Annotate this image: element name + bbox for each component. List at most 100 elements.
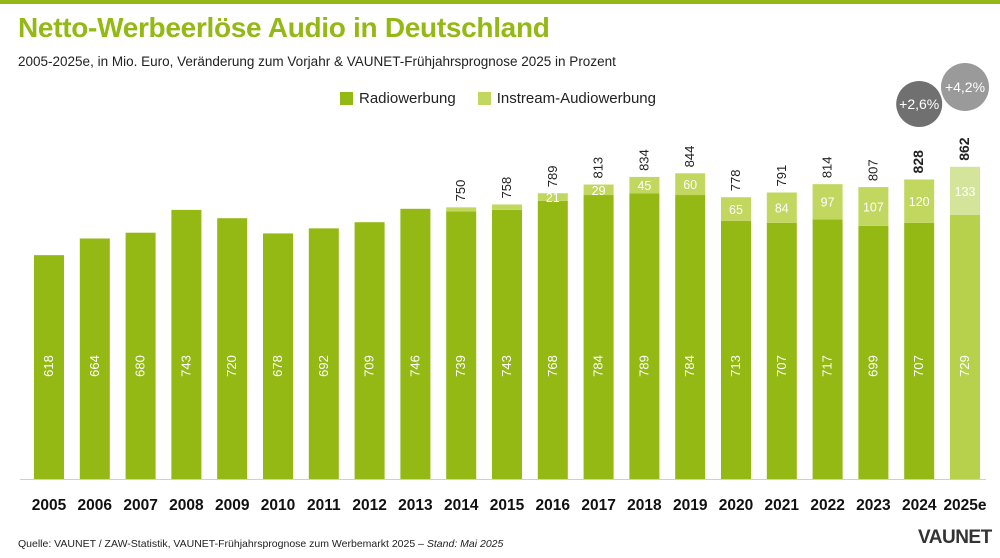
bar-instream-2021 (766, 192, 797, 223)
bar-radio-2018 (629, 193, 660, 480)
label-total-2018: 834 (636, 149, 651, 171)
label-instream-2017: 29 (592, 184, 606, 198)
bar-instream-2023 (858, 187, 889, 226)
label-instream-2021: 84 (775, 202, 789, 216)
x-tick-2013: 2013 (398, 497, 433, 514)
label-radio-2021: 707 (774, 355, 789, 377)
label-radio-2020: 713 (728, 355, 743, 377)
label-radio-2009: 720 (224, 355, 239, 377)
bar-radio-2008 (171, 209, 202, 479)
label-radio-2022: 717 (820, 355, 835, 377)
label-radio-2013: 746 (407, 355, 422, 377)
legend-label-instream: Instream-Audiowerbung (496, 90, 656, 107)
x-tick-2015: 2015 (490, 497, 525, 514)
x-tick-2020: 2020 (719, 497, 753, 514)
x-tick-2014: 2014 (444, 497, 479, 514)
label-instream-2023: 107 (863, 200, 884, 214)
bar-instream-2024 (904, 179, 935, 223)
label-total-2015: 758 (499, 177, 514, 199)
bar-radio-2005 (34, 255, 64, 479)
bar-instream-2022 (812, 184, 843, 220)
x-tick-2021: 2021 (765, 497, 800, 514)
chart-subtitle: 2005-2025e, in Mio. Euro, Veränderung zu… (18, 54, 616, 69)
x-tick-2023: 2023 (856, 497, 891, 514)
label-radio-2019: 784 (682, 355, 697, 377)
label-radio-2025e: 729 (957, 355, 972, 377)
label-total-2022: 814 (820, 156, 835, 178)
source-note: Quelle: VAUNET / ZAW-Statistik, VAUNET-F… (18, 538, 503, 550)
label-instream-2019: 60 (683, 178, 697, 192)
legend-swatch-instream (477, 92, 491, 105)
change-label-2024: +2,6% (899, 96, 939, 112)
bar-radio-2019 (675, 195, 706, 479)
label-radio-2014: 739 (453, 355, 468, 377)
bar-instream-2017 (583, 184, 614, 196)
bar-radio-2013 (400, 208, 431, 479)
x-tick-2024: 2024 (902, 497, 937, 514)
vaunet-logo: VAUNET (918, 527, 992, 549)
bar-instream-2018 (629, 176, 660, 194)
label-radio-2007: 680 (133, 355, 148, 377)
bar-radio-2010 (263, 233, 293, 479)
label-instream-2025e: 133 (955, 185, 976, 199)
bar-radio-2020 (721, 220, 751, 479)
label-total-2025e: 862 (956, 137, 972, 161)
bar-instream-2014 (446, 207, 477, 212)
x-tick-2006: 2006 (78, 497, 113, 514)
bar-instream-2016 (537, 193, 568, 201)
change-bubble-2024 (896, 81, 943, 127)
bar-radio-2024 (904, 222, 935, 479)
label-total-2016: 789 (545, 166, 560, 188)
label-instream-2020: 65 (729, 203, 743, 217)
x-tick-2022: 2022 (810, 497, 844, 514)
label-total-2021: 791 (774, 165, 789, 187)
label-total-2014: 750 (453, 180, 468, 202)
legend: Radiowerbung Instream-Audiowerbung (340, 90, 678, 107)
bar-radio-2016 (537, 200, 568, 480)
label-instream-2024: 120 (909, 195, 930, 209)
x-tick-2016: 2016 (536, 497, 571, 514)
bar-radio-2017 (583, 195, 614, 479)
chart-title: Netto-Werbeerlöse Audio in Deutschland (18, 12, 550, 43)
x-tick-2012: 2012 (352, 497, 386, 514)
legend-swatch-radio (340, 92, 353, 105)
bar-radio-2009 (217, 218, 248, 479)
x-tick-2025e: 2025e (943, 497, 986, 514)
label-instream-2022: 97 (821, 196, 835, 210)
legend-label-radio: Radiowerbung (359, 90, 456, 107)
label-instream-2018: 45 (637, 179, 651, 193)
x-tick-2019: 2019 (673, 497, 708, 514)
x-tick-2011: 2011 (307, 497, 341, 514)
label-total-2020: 778 (728, 170, 743, 192)
label-total-2023: 807 (865, 159, 880, 181)
bar-radio-2025e (950, 214, 980, 479)
logo-text: VAUNET (918, 527, 992, 548)
x-tick-2007: 2007 (123, 497, 157, 514)
change-bubble-2025e (941, 63, 989, 111)
label-radio-2017: 784 (591, 355, 606, 377)
x-tick-2008: 2008 (169, 497, 204, 514)
bar-radio-2015 (492, 209, 522, 479)
label-instream-2016: 21 (546, 191, 560, 205)
source-text: Quelle: VAUNET / ZAW-Statistik, VAUNET-F… (18, 538, 427, 550)
label-radio-2015: 743 (499, 355, 514, 377)
x-tick-2017: 2017 (581, 497, 615, 514)
bar-radio-2023 (858, 225, 889, 479)
label-total-2017: 813 (591, 157, 606, 179)
source-date: Stand: Mai 2025 (426, 538, 504, 550)
label-total-2019: 844 (682, 146, 697, 168)
bar-radio-2014 (446, 211, 477, 479)
bar-radio-2006 (79, 238, 110, 479)
x-tick-2010: 2010 (261, 497, 295, 514)
bar-instream-2025e (950, 166, 980, 215)
legend-item-radio: Radiowerbung (340, 90, 456, 107)
label-radio-2010: 678 (270, 355, 285, 377)
label-radio-2011: 692 (316, 355, 331, 377)
change-label-2025e: +4,2% (945, 79, 985, 95)
bar-instream-2019 (675, 173, 706, 196)
label-radio-2006: 664 (87, 355, 102, 377)
legend-item-instream: Instream-Audiowerbung (477, 90, 656, 107)
label-radio-2023: 699 (865, 355, 880, 377)
label-radio-2012: 709 (362, 355, 377, 377)
